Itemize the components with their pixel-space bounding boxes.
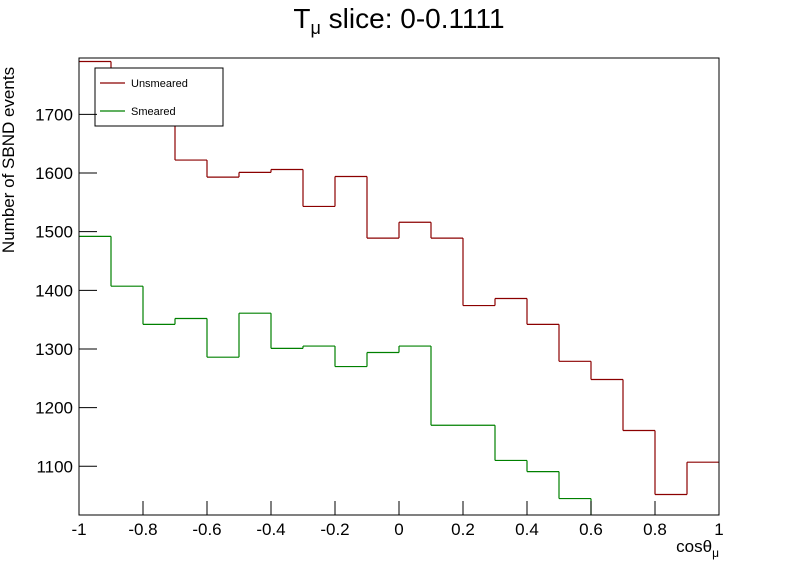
y-tick-label: 1400 bbox=[35, 281, 73, 300]
x-tick-label: 1 bbox=[714, 520, 723, 539]
legend-box bbox=[94, 67, 224, 127]
x-tick-label: 0.4 bbox=[515, 520, 539, 539]
x-label-part: cosθ bbox=[676, 537, 712, 556]
y-tick-label: 1500 bbox=[35, 223, 73, 242]
y-tick-label: 1300 bbox=[35, 340, 73, 359]
y-axis-label: Number of SBND events bbox=[0, 67, 18, 253]
x-tick-label: 0.2 bbox=[451, 520, 475, 539]
y-tick-label: 1100 bbox=[36, 457, 73, 476]
legend-label: Unsmeared bbox=[131, 78, 188, 90]
x-label-part: μ bbox=[712, 546, 719, 560]
x-axis-label: cosθμ bbox=[676, 537, 719, 560]
x-tick-label: 0 bbox=[394, 520, 403, 539]
x-tick-label: -0.4 bbox=[256, 520, 285, 539]
title-part: slice: 0-0.1111 bbox=[321, 3, 505, 34]
y-tick-label: 1200 bbox=[35, 399, 73, 418]
legend-label: Smeared bbox=[131, 106, 176, 118]
x-tick-label: 0.8 bbox=[643, 520, 667, 539]
chart-title: Tμ slice: 0-0.1111 bbox=[293, 3, 504, 38]
x-tick-label: -0.2 bbox=[320, 520, 349, 539]
x-tick-label: -1 bbox=[71, 520, 86, 539]
x-tick-label: -0.6 bbox=[192, 520, 221, 539]
legend: Unsmeared Smeared bbox=[94, 67, 224, 127]
title-part: μ bbox=[311, 18, 321, 38]
x-tick-label: 0.6 bbox=[579, 520, 603, 539]
y-tick-label: 1700 bbox=[35, 105, 73, 124]
y-tick-label: 1600 bbox=[35, 164, 73, 183]
x-tick-label: -0.8 bbox=[128, 520, 157, 539]
title-part: T bbox=[293, 3, 310, 34]
